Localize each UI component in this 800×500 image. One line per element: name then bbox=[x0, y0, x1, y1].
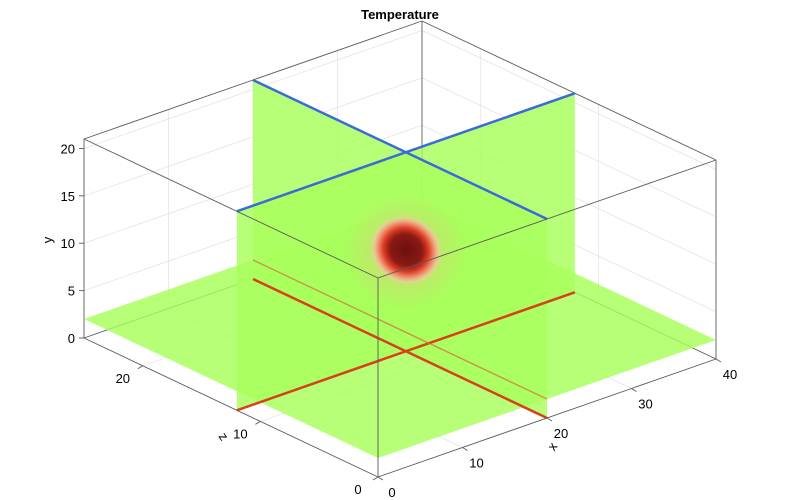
x-axis-label: x bbox=[544, 439, 560, 453]
x-tick-label: 20 bbox=[554, 426, 568, 441]
x-tick-mark bbox=[377, 476, 384, 481]
slice-intersection-line bbox=[252, 259, 548, 400]
x-tick-mark bbox=[546, 417, 553, 422]
x-tick-label: 40 bbox=[723, 367, 737, 382]
y-tick-label: 15 bbox=[61, 189, 75, 204]
y-axis-label: y bbox=[40, 236, 55, 243]
z-tick-label: 0 bbox=[354, 482, 361, 497]
x-tick-label: 10 bbox=[469, 456, 483, 471]
tick-labels: 0 10 20 30 40 0 10 20 0 5 10 15 20 bbox=[61, 141, 738, 500]
slice-z-bottom-edge bbox=[236, 291, 576, 412]
z-axis-label: z bbox=[216, 429, 232, 443]
slice-x-top-edge bbox=[252, 78, 548, 221]
y-tick-label: 5 bbox=[68, 284, 75, 299]
z-tick-mark bbox=[255, 421, 261, 425]
z-tick-label: 10 bbox=[233, 426, 247, 441]
x-tick-mark bbox=[715, 358, 722, 363]
x-tick-label: 30 bbox=[638, 397, 652, 412]
x-tick-label: 0 bbox=[388, 485, 395, 500]
slice-z-top-edge bbox=[236, 92, 576, 213]
slice-x-bottom-edge bbox=[252, 277, 548, 420]
box-edge bbox=[421, 20, 717, 161]
x-tick-mark bbox=[631, 388, 637, 392]
y-tick-label: 0 bbox=[68, 331, 75, 346]
y-tick-label: 10 bbox=[61, 236, 75, 251]
x-tick-mark bbox=[462, 447, 468, 451]
z-tick-mark bbox=[372, 476, 379, 481]
hot-spot bbox=[343, 194, 467, 310]
y-tick-label: 20 bbox=[61, 141, 75, 156]
box-edge-front bbox=[83, 138, 379, 279]
axis-box-front bbox=[83, 138, 717, 478]
box-edge-front bbox=[83, 337, 379, 478]
chart-title: Temperature bbox=[361, 7, 439, 22]
z-tick-mark bbox=[137, 365, 144, 370]
box-edge-front bbox=[377, 159, 717, 279]
z-tick-label: 20 bbox=[116, 371, 130, 386]
